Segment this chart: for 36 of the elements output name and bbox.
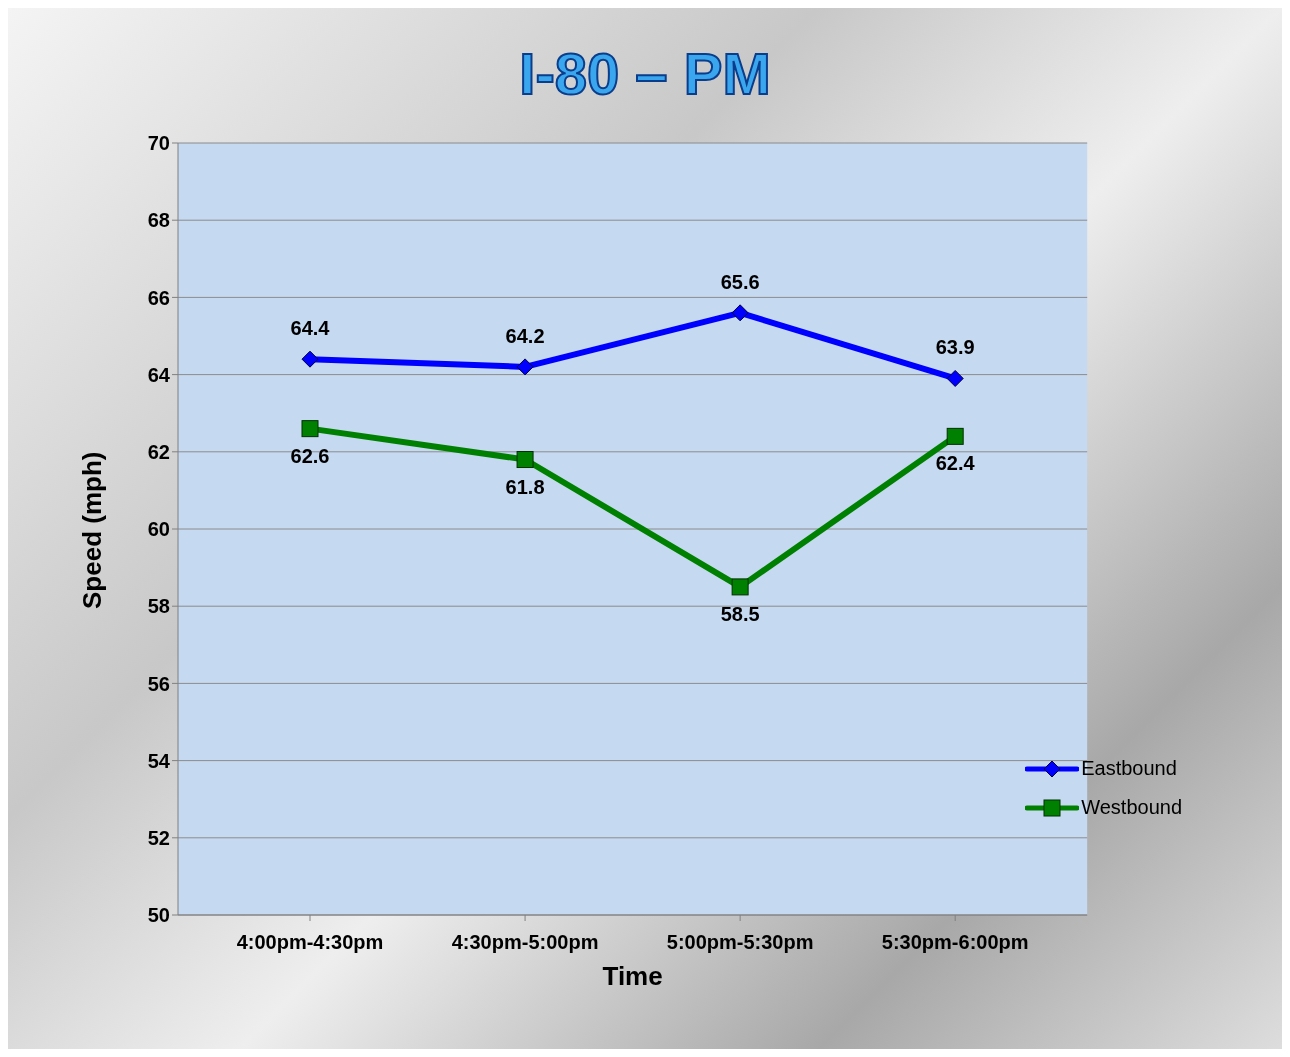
data-label: 64.2 bbox=[505, 324, 545, 347]
point bbox=[301, 350, 319, 368]
data-label: 61.8 bbox=[505, 475, 545, 498]
y-tick-label: 64 bbox=[147, 363, 171, 386]
data-label: 65.6 bbox=[720, 270, 760, 293]
x-tick-label: 5:00pm-5:30pm bbox=[666, 931, 814, 954]
data-label: 62.6 bbox=[290, 444, 330, 467]
point bbox=[516, 451, 534, 469]
point bbox=[731, 578, 749, 596]
y-tick-label: 70 bbox=[147, 132, 170, 155]
y-tick-label: 54 bbox=[147, 749, 171, 772]
y-tick-label: 62 bbox=[147, 440, 170, 463]
point bbox=[731, 304, 749, 322]
y-tick-label: 52 bbox=[147, 826, 170, 849]
y-tick-label: 50 bbox=[147, 904, 170, 927]
y-axis-title: Speed (mph) bbox=[77, 451, 108, 609]
legend-label: Westbound bbox=[1081, 796, 1182, 819]
data-label: 58.5 bbox=[720, 602, 760, 625]
x-tick-label: 4:00pm-4:30pm bbox=[236, 931, 384, 954]
y-tick-label: 56 bbox=[147, 672, 170, 695]
point bbox=[301, 420, 319, 438]
x-axis-title: Time bbox=[602, 961, 663, 991]
point bbox=[516, 358, 534, 376]
y-tick-label: 66 bbox=[147, 286, 170, 309]
y-tick-label: 60 bbox=[147, 518, 170, 541]
chart-title: I-80 – PM bbox=[518, 40, 772, 107]
y-tick-label: 68 bbox=[147, 209, 170, 232]
data-label: 63.9 bbox=[935, 336, 975, 359]
point bbox=[946, 369, 964, 387]
y-tick-label: 58 bbox=[147, 595, 170, 618]
x-tick-label: 5:30pm-6:00pm bbox=[881, 931, 1029, 954]
point bbox=[946, 427, 964, 445]
data-label: 62.4 bbox=[935, 452, 976, 475]
x-tick-label: 4:30pm-5:00pm bbox=[451, 931, 599, 954]
legend-label: Eastbound bbox=[1081, 757, 1177, 780]
data-label: 64.4 bbox=[290, 317, 331, 340]
